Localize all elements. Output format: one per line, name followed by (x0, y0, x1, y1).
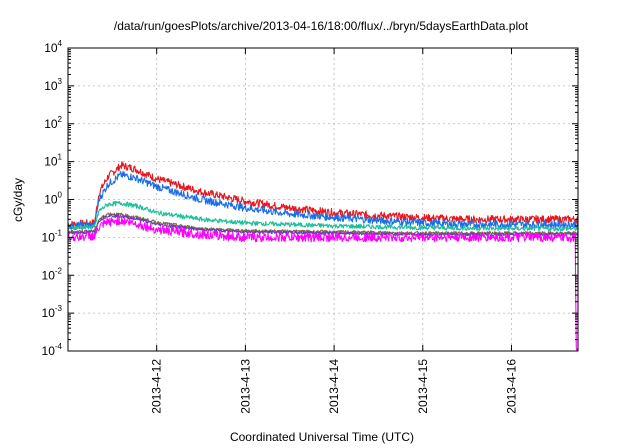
y-tick-label: 101 (44, 153, 62, 169)
y-tick-label: 10-4 (42, 342, 63, 358)
y-tick-label: 10-3 (42, 304, 63, 320)
x-tick-label: 2013-4-15 (416, 359, 430, 414)
x-tick-label: 2013-4-13 (238, 359, 252, 414)
series-line-5 (67, 214, 579, 237)
x-tick-label: 2013-4-16 (504, 359, 518, 414)
y-tick-label: 100 (44, 191, 62, 207)
grid (68, 48, 578, 351)
y-tick-label: 10-2 (42, 266, 63, 282)
series-line-2 (67, 170, 579, 231)
plot-area (67, 161, 579, 352)
y-tick-label: 10-1 (42, 228, 63, 244)
x-tick-label: 2013-4-14 (327, 359, 341, 414)
x-tick-label: 2013-4-12 (150, 359, 164, 414)
y-tick-label: 103 (44, 77, 62, 93)
series-line-4 (67, 212, 579, 236)
series-line-3 (67, 200, 579, 232)
series-line-1 (67, 161, 579, 228)
y-axis: 10-4 10-3 10-2 10-1 100 101 102 103 104 (42, 39, 578, 358)
x-axis-label: Coordinated Universal Time (UTC) (230, 430, 414, 444)
y-axis-label: cGy/day (11, 178, 25, 222)
x-axis: 2013-4-12 2013-4-13 2013-4-14 2013-4-15 2013… (150, 48, 518, 414)
series-line-6 (67, 216, 579, 352)
y-tick-label: 104 (44, 39, 62, 55)
chart-title: /data/run/goesPlots/archive/2013-04-16/1… (114, 19, 529, 33)
y-tick-label: 102 (44, 115, 62, 131)
